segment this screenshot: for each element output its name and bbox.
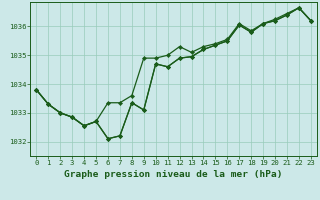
X-axis label: Graphe pression niveau de la mer (hPa): Graphe pression niveau de la mer (hPa)	[64, 170, 283, 179]
